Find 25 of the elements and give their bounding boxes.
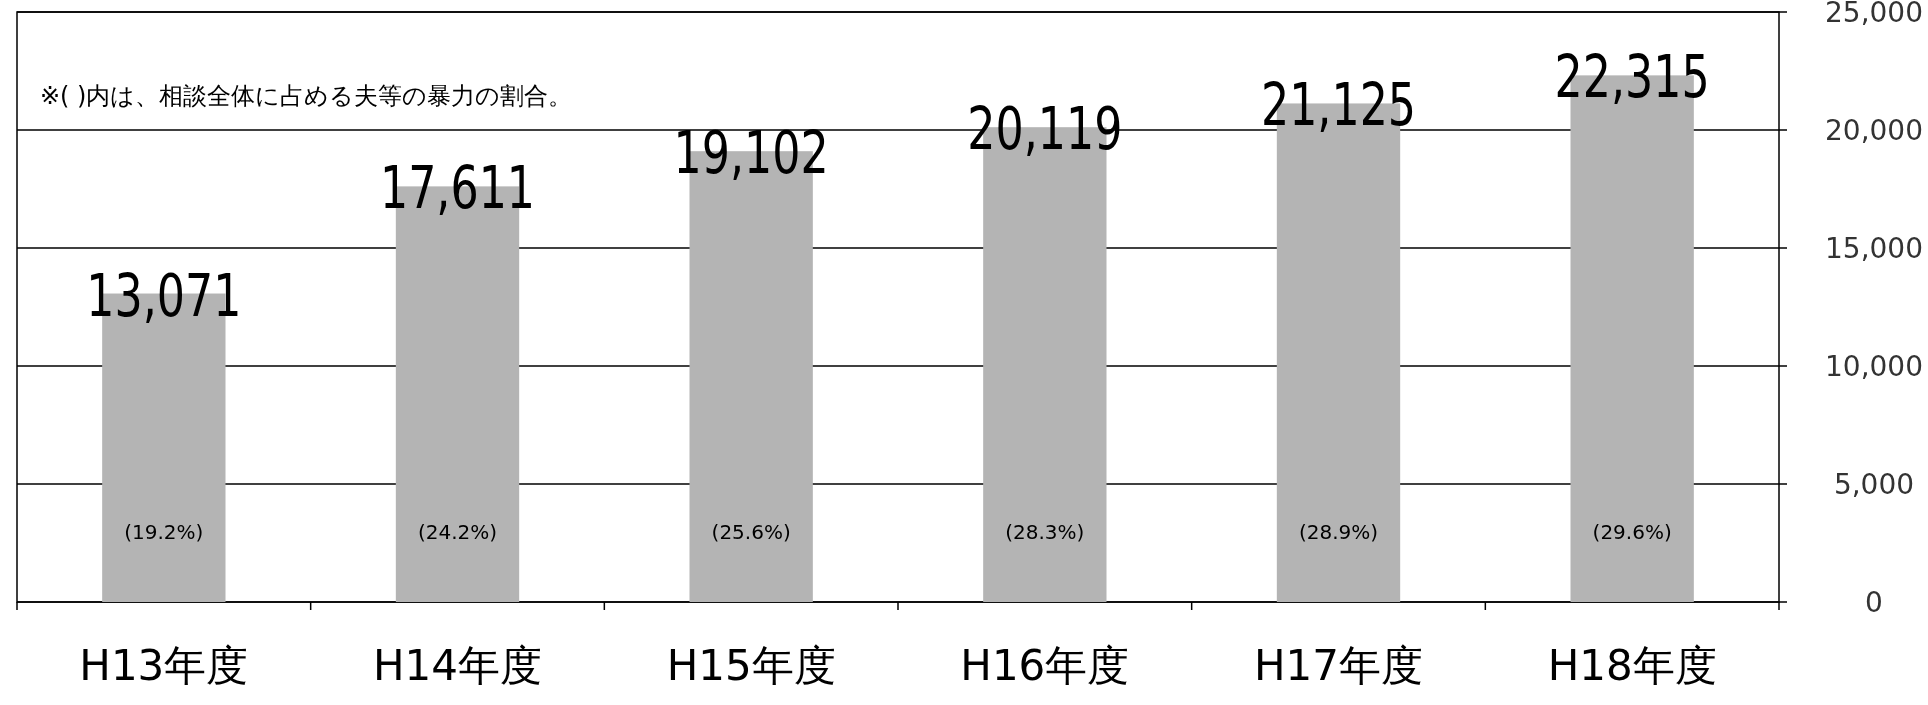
data-label: 21,125 (1260, 71, 1417, 140)
y-tick-label: 20,000 (1825, 114, 1923, 147)
annotation: (25.6%) (711, 520, 791, 545)
y-tick-label: 15,000 (1825, 232, 1923, 265)
data-label: 17,611 (379, 154, 536, 223)
data-label: 22,315 (1554, 43, 1710, 112)
annotation: (28.9%) (1298, 520, 1379, 545)
data-label: 20,119 (967, 95, 1123, 164)
annotation: (19.2%) (124, 520, 204, 545)
y-tick-label: 10,000 (1825, 350, 1923, 383)
data-label: 19,102 (673, 119, 829, 188)
x-tick-label: H13年度 (79, 641, 249, 690)
x-tick-label: H14年度 (372, 641, 543, 690)
x-tick-label: H17年度 (1253, 641, 1424, 690)
annotation: ※( )内は、相談全体に占める夫等の暴力の割合。 (40, 82, 573, 110)
y-tick-label: 25,000 (1825, 0, 1923, 29)
x-tick-label: H15年度 (666, 641, 836, 690)
y-tick-label: 5,000 (1833, 468, 1915, 501)
x-tick-label: H18年度 (1547, 641, 1717, 690)
x-tick-label: H16年度 (960, 641, 1130, 690)
annotation: (28.3%) (1005, 520, 1085, 545)
data-label: 13,071 (86, 261, 242, 330)
annotation: (24.2%) (417, 520, 498, 545)
y-tick-label: 0 (1865, 586, 1883, 619)
annotation: (29.6%) (1592, 520, 1672, 545)
